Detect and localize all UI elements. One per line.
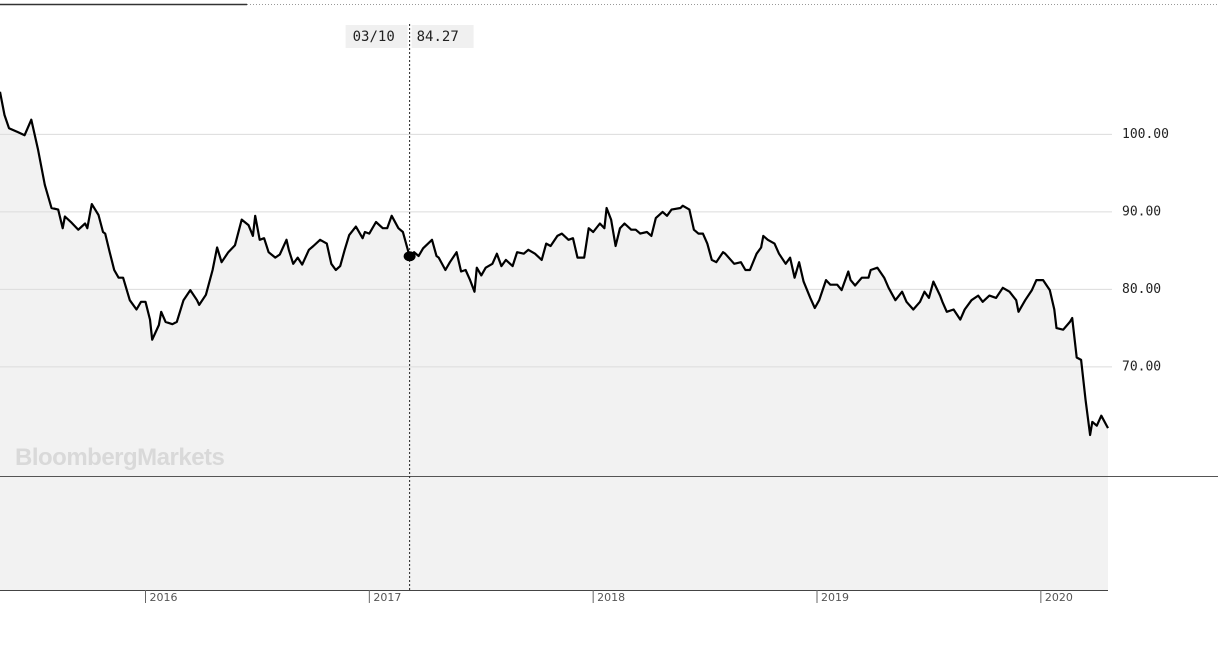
- line: [0, 91, 1109, 437]
- x-tick-label: 2020: [1045, 591, 1073, 604]
- hover-box-date: [345, 25, 408, 48]
- hover-value: 84.27: [417, 29, 459, 45]
- y-tick-label: 80.00: [1122, 282, 1161, 297]
- hover-date: 03/10: [353, 29, 395, 45]
- x-tick-label: 2016: [149, 591, 177, 604]
- area: [0, 91, 1108, 591]
- x-tick-label: 2019: [821, 591, 849, 604]
- y-tick-label: 100.00: [1122, 127, 1169, 142]
- hover-dot: [403, 251, 416, 262]
- x-tick-label: 2018: [597, 591, 625, 604]
- watermark: BloombergMarkets: [15, 444, 225, 471]
- hover-box-value: [411, 25, 474, 48]
- y-tick-label: 90.00: [1122, 204, 1161, 219]
- x-tick-label: 2017: [373, 591, 401, 604]
- y-tick-label: 70.00: [1122, 359, 1161, 374]
